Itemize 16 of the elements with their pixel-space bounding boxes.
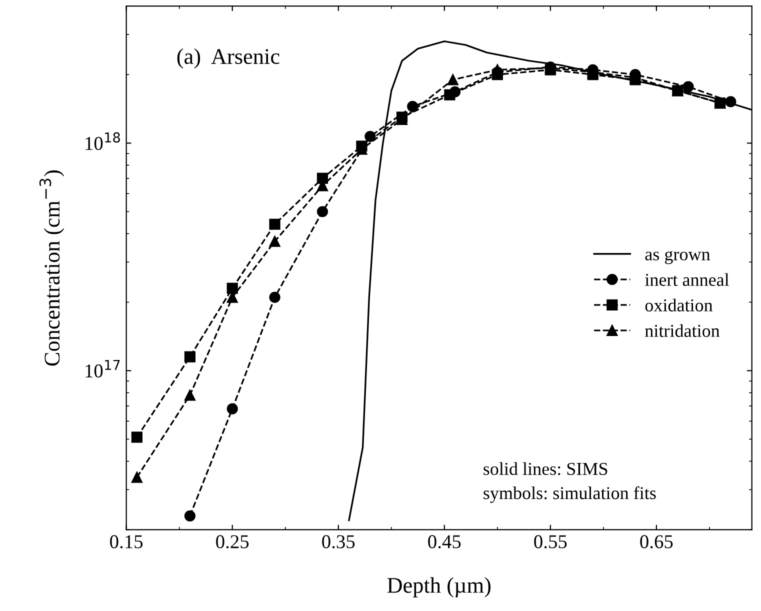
y-tick-label: 10$^{17}$ [86,360,120,378]
legend-label: nitridation [645,324,720,337]
x-tick-label: 0.25 [216,535,249,548]
x-tick-label: 0.15 [110,535,143,548]
legend-label: oxidation [645,298,713,312]
x-tick-label: 0.35 [322,535,355,548]
x-tick-label: 0.65 [640,535,673,548]
annotation: (a) Arsenic [177,48,280,69]
x-tick-label: 0.45 [428,535,461,548]
y-axis-title: Concentration (cm$^{−3}$) [39,170,64,366]
x-tick-label: 0.55 [534,535,567,548]
y-tick-label: 10$^{18}$ [86,132,120,150]
legend-label: as grown [645,250,710,264]
x-axis-title: Depth (µm) [387,577,490,598]
annotation: solid lines: SIMS symbols: simulation fits [484,462,656,503]
legend-label: inert anneal [645,273,729,286]
